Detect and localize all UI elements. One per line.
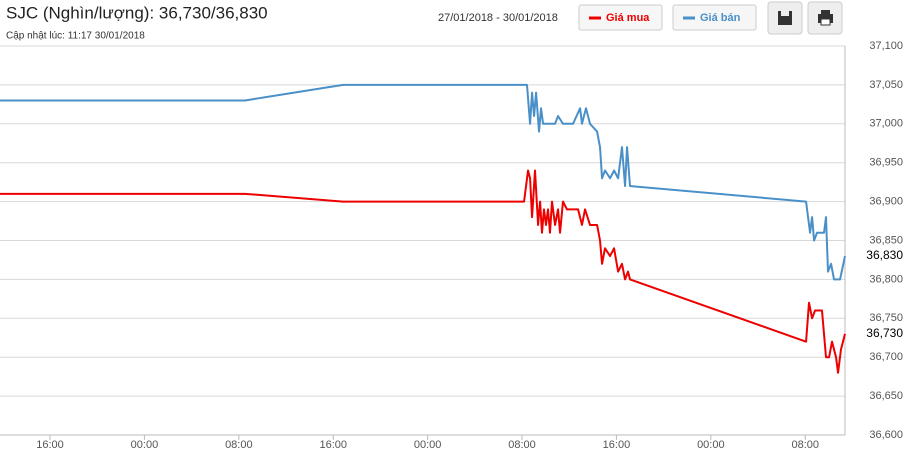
last-value-box — [850, 326, 904, 341]
y-tick-label: 36,700 — [869, 351, 903, 363]
x-tick-label: 00:00 — [131, 439, 159, 451]
save-button[interactable] — [767, 1, 803, 35]
y-tick-label: 36,800 — [869, 273, 903, 285]
x-tick-label: 00:00 — [697, 439, 725, 451]
legend-label: Giá bán — [700, 12, 741, 24]
last-value-label: 36,830 — [866, 248, 903, 262]
last-value-label: 36,730 — [866, 326, 903, 340]
y-tick-label: 36,650 — [869, 390, 903, 402]
print-icon — [820, 18, 831, 26]
y-tick-label: 36,900 — [869, 196, 903, 208]
series-line — [0, 83, 846, 281]
x-tick-label: 16:00 — [319, 439, 347, 451]
legend-box[interactable] — [672, 4, 757, 31]
print-button[interactable] — [807, 1, 843, 35]
legend-button[interactable]: Giá bán — [672, 4, 757, 31]
y-tick-label: 37,000 — [869, 118, 903, 130]
x-tick-label: 08:00 — [508, 439, 536, 451]
date-range: 27/01/2018 - 30/01/2018 — [438, 12, 558, 24]
last-value-box — [850, 249, 904, 264]
legend-box[interactable] — [578, 4, 663, 31]
chart-subtitle: Cập nhật lúc: 11:17 30/01/2018 — [6, 31, 145, 42]
x-tick-label: 16:00 — [36, 439, 64, 451]
y-tick-label: 36,950 — [869, 157, 903, 169]
y-tick-label: 36,600 — [869, 429, 903, 441]
x-tick-label: 08:00 — [225, 439, 253, 451]
y-tick-label: 36,750 — [869, 312, 903, 324]
legend-label: Giá mua — [606, 12, 650, 24]
chart-title: SJC (Nghìn/lượng): 36,730/36,830 — [6, 3, 268, 22]
x-tick-label: 08:00 — [791, 439, 819, 451]
x-tick-label: 00:00 — [414, 439, 442, 451]
y-tick-label: 37,100 — [869, 40, 903, 52]
save-icon — [781, 11, 789, 16]
print-icon — [821, 10, 830, 14]
x-tick-label: 16:00 — [603, 439, 631, 451]
legend-button[interactable]: Giá mua — [578, 4, 663, 31]
series-line — [0, 169, 846, 374]
y-tick-label: 37,050 — [869, 79, 903, 91]
y-tick-label: 36,850 — [869, 234, 903, 246]
